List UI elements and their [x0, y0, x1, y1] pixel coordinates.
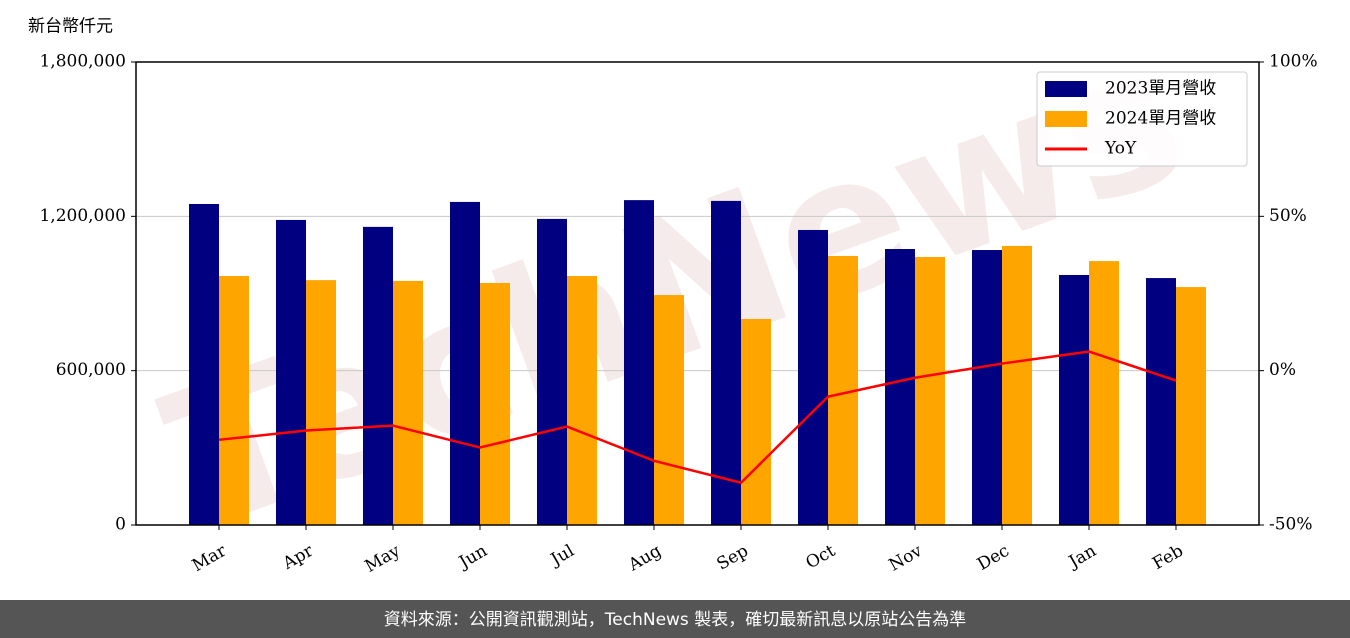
legend-swatch — [1045, 111, 1087, 127]
footer: 資料來源：公開資訊觀測站，TechNews 製表，確切最新訊息以原站公告為準 — [384, 610, 966, 630]
bar — [654, 295, 684, 525]
x-tick-label: Feb — [1149, 541, 1187, 574]
y2-tick-label: 0% — [1269, 360, 1296, 380]
bar — [306, 280, 336, 525]
bar — [189, 203, 219, 525]
x-tick-label: May — [362, 541, 405, 577]
bar — [1146, 278, 1176, 525]
bar — [741, 318, 771, 525]
legend-label: 2024單月營收 — [1105, 109, 1216, 129]
bar — [1059, 274, 1089, 525]
footer-bar — [0, 600, 1350, 638]
y2-tick-label: 50% — [1269, 206, 1307, 226]
y-tick-label: 1,800,000 — [39, 52, 126, 72]
bar — [1002, 245, 1032, 526]
y-tick-label: 600,000 — [56, 360, 126, 380]
bar — [1089, 261, 1119, 525]
legend-box — [1036, 71, 1248, 167]
bar — [363, 226, 393, 525]
bar — [393, 280, 423, 525]
bar — [711, 200, 741, 525]
x-tick-label: Sep — [714, 541, 752, 575]
bar — [915, 256, 945, 525]
bar — [1176, 287, 1206, 525]
legend-swatch — [1045, 81, 1087, 97]
legend-label: 2023單月營收 — [1105, 79, 1216, 99]
x-tick-label: Jul — [546, 541, 578, 571]
bar — [276, 219, 306, 525]
x-tick-label: Dec — [974, 541, 1013, 575]
x-tick-label: Jan — [1064, 541, 1100, 573]
x-tick-label: Jun — [454, 541, 491, 574]
bar — [219, 276, 249, 525]
bar — [450, 201, 480, 525]
y-axis-label: 新台幣仟元 — [28, 17, 113, 37]
bar — [624, 200, 654, 525]
bar — [480, 282, 510, 525]
y-tick-label: 0 — [115, 515, 126, 535]
bar — [972, 250, 1002, 525]
bar — [567, 276, 597, 525]
bar — [885, 249, 915, 525]
y2-tick-label: -50% — [1269, 515, 1313, 535]
plot-frame — [135, 61, 1260, 526]
y-tick-label: 1,200,000 — [39, 206, 126, 226]
legend-label: YoY — [1104, 139, 1137, 159]
line — [218, 350, 1177, 485]
bar — [537, 218, 567, 525]
x-tick-label: Oct — [803, 541, 839, 574]
x-tick-label: Nov — [886, 541, 926, 576]
bar — [798, 229, 828, 525]
y2-tick-label: 100% — [1269, 52, 1318, 72]
x-tick-label: Aug — [624, 541, 665, 576]
